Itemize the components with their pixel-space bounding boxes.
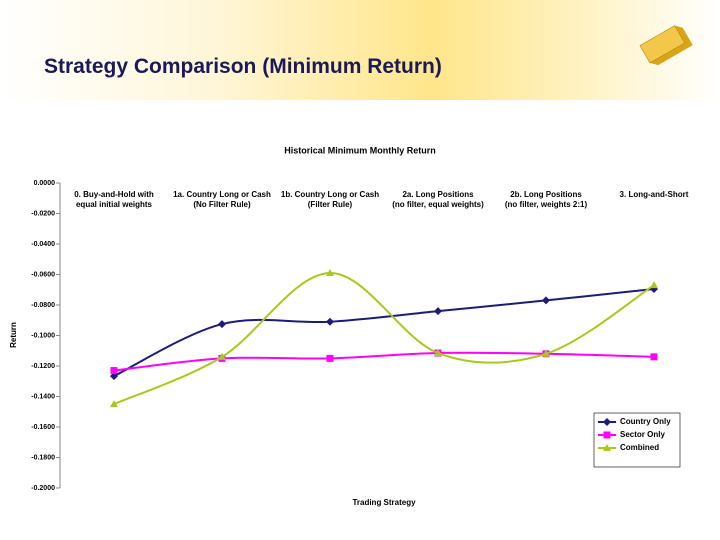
marker <box>326 317 334 326</box>
category-label: 3. Long-and-Short <box>619 190 689 199</box>
marker <box>218 352 226 360</box>
marker <box>110 400 118 408</box>
slide-title: Strategy Comparison (Minimum Return) <box>44 55 442 78</box>
marker <box>434 349 442 357</box>
y-tick-label: 0.0000 <box>34 180 56 187</box>
y-tick-label: -0.2000 <box>31 485 55 492</box>
marker <box>650 353 658 361</box>
y-tick-label: -0.1600 <box>31 424 55 431</box>
legend-marker <box>603 431 611 439</box>
marker <box>326 268 334 276</box>
category-label: 2b. Long Positions (no filter, weights 2… <box>504 190 588 209</box>
category-label: 0. Buy-and-Hold with equal initial weigh… <box>74 190 154 209</box>
chart-title: Historical Minimum Monthly Return <box>284 145 436 155</box>
marker <box>542 349 550 357</box>
y-tick-label: -0.0400 <box>31 241 55 248</box>
series-line <box>113 351 655 372</box>
series-line <box>113 271 655 406</box>
y-tick-label: -0.0200 <box>31 210 55 217</box>
category-label: 1a. Country Long or Cash (No Filter Rule… <box>173 190 271 209</box>
y-tick-label: -0.0600 <box>31 271 55 278</box>
category-label: 1b. Country Long or Cash (Filter Rule) <box>280 190 380 209</box>
header-band <box>0 0 720 100</box>
marker <box>650 281 658 289</box>
marker <box>434 307 442 316</box>
y-tick-label: -0.1000 <box>31 332 55 339</box>
series-line <box>113 287 655 377</box>
marker <box>110 367 118 375</box>
legend-label: Combined <box>620 443 659 452</box>
marker <box>326 354 334 362</box>
x-axis-label: Trading Strategy <box>352 498 416 507</box>
gold-bar-icon <box>639 25 693 66</box>
y-tick-label: -0.0800 <box>31 302 55 309</box>
y-tick-label: -0.1400 <box>31 393 55 400</box>
y-tick-label: -0.1800 <box>31 454 55 461</box>
y-tick-label: -0.1200 <box>31 363 55 370</box>
marker <box>542 296 550 305</box>
legend-marker <box>603 418 611 426</box>
y-axis-label: Return <box>9 322 18 348</box>
legend-label: Country Only <box>620 417 671 426</box>
marker <box>218 320 226 329</box>
legend-marker <box>603 444 611 451</box>
category-label: 2a. Long Positions (no filter, equal wei… <box>392 190 484 209</box>
legend-label: Sector Only <box>620 430 665 439</box>
